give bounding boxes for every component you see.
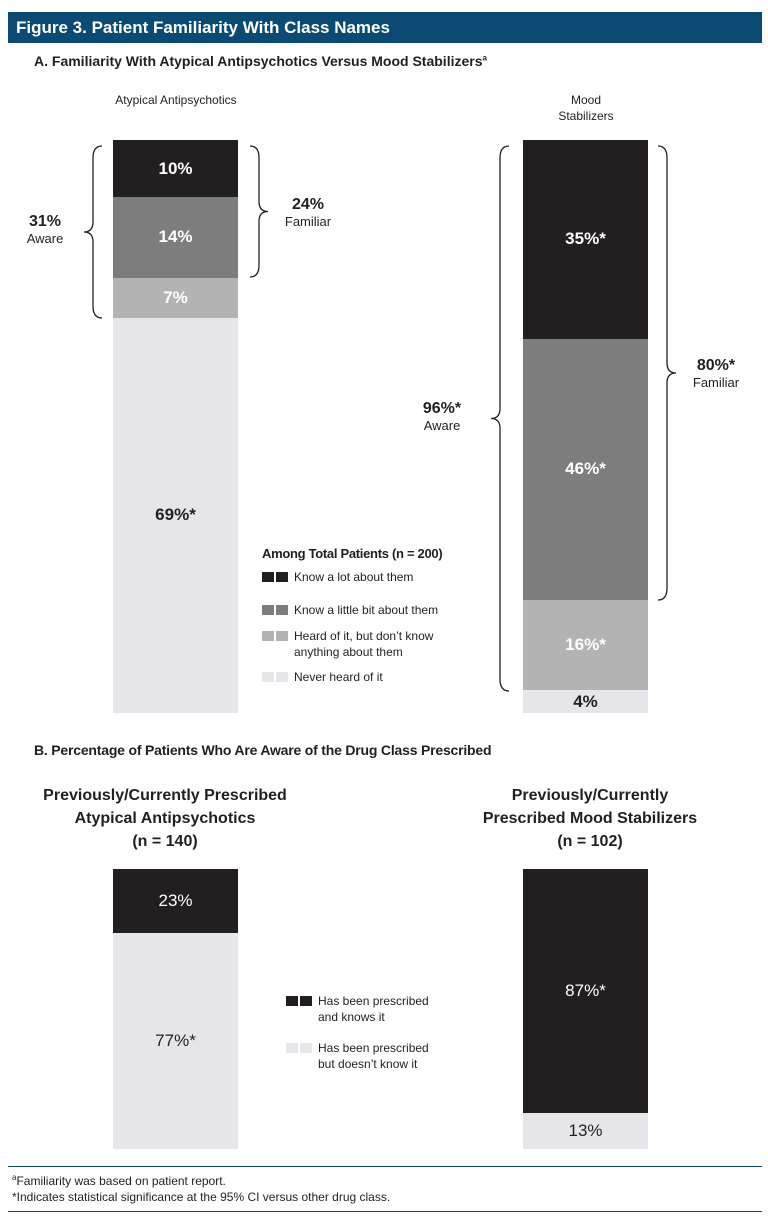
section-a-title: A. Familiarity With Atypical Antipsychot… xyxy=(34,53,487,69)
bar-segment: 7% xyxy=(113,277,238,318)
bar-segment: 77%* xyxy=(113,933,238,1149)
bar-segment: 10% xyxy=(113,140,238,198)
legend-label: Never heard of it xyxy=(294,670,383,684)
footnote-a: aFamiliarity was based on patient report… xyxy=(12,1173,226,1188)
footnote-marker: a xyxy=(482,53,487,63)
annotation-text: Familiar xyxy=(692,375,740,390)
annotation-value: 96%* xyxy=(422,400,462,417)
annotation-value: 80%* xyxy=(696,357,736,374)
footnote-text: Familiarity was based on patient report. xyxy=(16,1174,226,1188)
legend-title: Among Total Patients (n = 200) xyxy=(262,546,443,561)
bar-segment: 4% xyxy=(523,690,648,713)
legend-item: Has been prescribed and knows it xyxy=(286,993,466,1040)
annotation-familiar-atypical: 24% Familiar xyxy=(278,196,338,230)
subtitle-atypical: Previously/Currently Prescribed Atypical … xyxy=(20,784,310,853)
footnote-star: *Indicates statistical significance at t… xyxy=(12,1190,391,1204)
subtitle-line: Previously/Currently xyxy=(511,787,669,804)
legend-b: Has been prescribed and knows it Has bee… xyxy=(286,993,466,1072)
bar-label-mood: Mood Stabilizers xyxy=(558,93,614,123)
legend-item: Know a little bit about them xyxy=(262,602,492,628)
annotation-aware-mood: 96%* Aware xyxy=(410,400,474,434)
bar-mood: 35%* 46%* 16%* 4% xyxy=(523,140,648,713)
annotation-value: 31% xyxy=(28,213,62,230)
subtitle-line: (n = 140) xyxy=(132,833,198,850)
divider xyxy=(8,1166,762,1167)
brace-aware-mood xyxy=(490,145,510,692)
legend-label: Heard of it, but don’t know anything abo… xyxy=(294,629,434,659)
bar-prescribed-atypical: 23% 77%* xyxy=(113,869,238,1149)
legend-label: Know a little bit about them xyxy=(294,603,439,617)
bar-segment: 69%* xyxy=(113,317,238,713)
bar-segment: 23% xyxy=(113,869,238,934)
legend-item: Know a lot about them xyxy=(262,569,492,602)
legend-swatch xyxy=(262,631,288,641)
divider xyxy=(8,1211,762,1212)
annotation-text: Familiar xyxy=(284,214,332,229)
subtitle-line: Atypical Antipsychotics xyxy=(74,810,256,827)
brace-aware-atypical xyxy=(83,145,103,319)
section-a-title-text: A. Familiarity With Atypical Antipsychot… xyxy=(34,53,483,69)
bar-segment: 87%* xyxy=(523,869,648,1113)
bar-segment: 13% xyxy=(523,1112,648,1149)
legend-item: Has been prescribed but doesn’t know it xyxy=(286,1040,466,1072)
legend-swatch xyxy=(262,572,288,582)
figure-title: Figure 3. Patient Familiarity With Class… xyxy=(8,12,762,43)
annotation-value: 24% xyxy=(291,196,325,213)
bar-atypical: 10% 14% 7% 69%* xyxy=(113,140,238,713)
annotation-text: Aware xyxy=(423,418,461,433)
bar-segment: 16%* xyxy=(523,599,648,691)
legend-swatch xyxy=(286,996,312,1006)
section-b-title: B. Percentage of Patients Who Are Aware … xyxy=(34,742,492,758)
legend-item: Heard of it, but don’t know anything abo… xyxy=(262,628,462,669)
brace-familiar-mood xyxy=(657,145,677,601)
bar-prescribed-mood: 87%* 13% xyxy=(523,869,648,1149)
legend-a: Among Total Patients (n = 200) Know a lo… xyxy=(262,546,492,685)
brace-familiar-atypical xyxy=(249,145,269,278)
footnote-marker: a xyxy=(12,1173,17,1182)
legend-swatch xyxy=(262,605,288,615)
annotation-aware-atypical: 31% Aware xyxy=(16,213,74,247)
bar-segment: 14% xyxy=(113,197,238,278)
legend-swatch xyxy=(262,672,288,682)
annotation-familiar-mood: 80%* Familiar xyxy=(684,357,748,391)
bar-segment: 35%* xyxy=(523,140,648,339)
subtitle-line: Prescribed Mood Stabilizers xyxy=(482,810,698,827)
bar-segment: 46%* xyxy=(523,338,648,600)
subtitle-line: Previously/Currently Prescribed xyxy=(43,787,287,804)
legend-label: Has been prescribed but doesn’t know it xyxy=(318,1041,429,1071)
subtitle-line: (n = 102) xyxy=(557,833,623,850)
bar-label-atypical: Atypical Antipsychotics xyxy=(115,93,237,107)
legend-swatch xyxy=(286,1043,312,1053)
legend-item: Never heard of it xyxy=(262,669,492,685)
annotation-text: Aware xyxy=(26,231,64,246)
legend-label: Has been prescribed and knows it xyxy=(318,994,429,1024)
legend-label: Know a lot about them xyxy=(294,570,414,584)
subtitle-mood: Previously/Currently Prescribed Mood Stab… xyxy=(440,784,740,853)
